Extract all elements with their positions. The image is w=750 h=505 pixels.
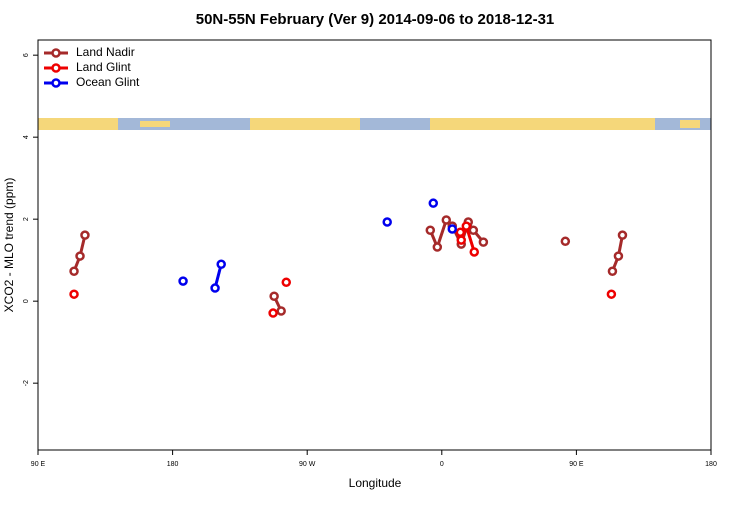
plot-frame bbox=[37, 39, 712, 451]
point bbox=[607, 266, 618, 276]
chart-title: 50N-55N February (Ver 9) 2014-09-06 to 2… bbox=[196, 11, 555, 28]
map-strip bbox=[38, 118, 711, 130]
point bbox=[617, 230, 628, 240]
x-tick-label: 90 W bbox=[299, 461, 316, 468]
point bbox=[75, 251, 85, 261]
x-tick-label: 0 bbox=[440, 461, 444, 468]
point bbox=[441, 215, 452, 225]
y-axis-label: XCO2 - MLO trend (ppm) bbox=[2, 178, 16, 313]
point bbox=[478, 237, 489, 247]
point bbox=[447, 224, 458, 234]
y-tick-label: 6 bbox=[23, 53, 30, 57]
legend-label: Ocean Glint bbox=[76, 75, 140, 89]
point bbox=[382, 217, 392, 227]
point bbox=[469, 247, 480, 257]
point bbox=[269, 291, 279, 301]
point bbox=[613, 251, 624, 261]
x-axis-label: Longitude bbox=[349, 476, 402, 490]
legend-label: Land Nadir bbox=[76, 45, 135, 59]
point bbox=[210, 283, 220, 293]
x-tick-label: 180 bbox=[705, 461, 717, 468]
point bbox=[461, 221, 472, 231]
legend-label: Land Glint bbox=[76, 60, 131, 74]
point bbox=[432, 242, 443, 252]
point bbox=[268, 308, 278, 318]
point bbox=[425, 225, 436, 235]
point bbox=[276, 306, 286, 316]
legend-marker bbox=[51, 48, 61, 58]
point bbox=[456, 235, 466, 245]
legend-marker bbox=[51, 78, 61, 88]
point bbox=[178, 276, 188, 286]
series-line bbox=[460, 226, 611, 294]
x-tick-label: 90 E bbox=[569, 461, 584, 468]
y-tick-label: 0 bbox=[23, 299, 30, 303]
point bbox=[80, 230, 90, 240]
point bbox=[455, 227, 466, 238]
point bbox=[606, 289, 617, 299]
point bbox=[69, 266, 79, 276]
x-tick-label: 180 bbox=[167, 461, 179, 468]
x-tick-label: 90 E bbox=[31, 461, 46, 468]
point bbox=[216, 259, 226, 270]
legend-marker bbox=[51, 63, 61, 73]
point bbox=[69, 289, 79, 299]
point bbox=[428, 198, 439, 208]
point bbox=[468, 225, 479, 235]
y-tick-label: -2 bbox=[23, 380, 30, 386]
y-tick-label: 4 bbox=[23, 135, 30, 139]
point bbox=[281, 277, 292, 288]
series-line bbox=[72, 217, 624, 312]
point bbox=[560, 236, 571, 247]
series-line bbox=[215, 229, 452, 288]
y-tick-label: 2 bbox=[23, 217, 30, 221]
